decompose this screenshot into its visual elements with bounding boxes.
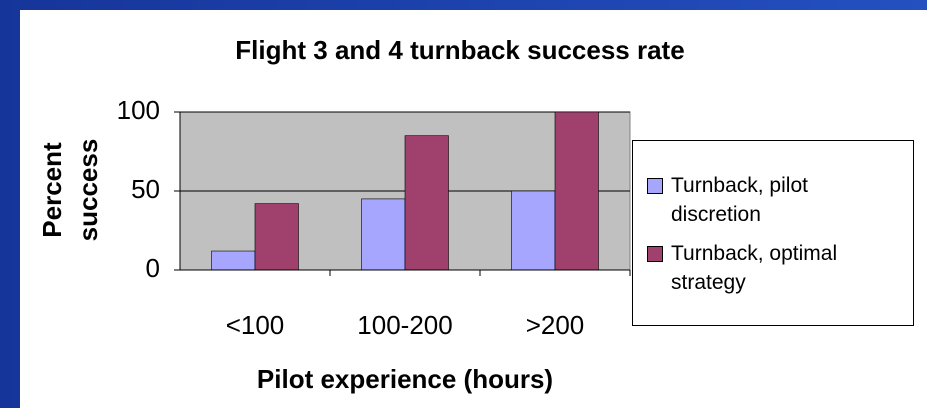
y-tick-label: 0	[146, 253, 160, 283]
x-tick-label: <100	[226, 310, 285, 340]
x-axis-title: Pilot experience (hours)	[257, 364, 553, 394]
bar	[554, 111, 599, 271]
legend-entry: Turnback, pilot discretion	[647, 171, 905, 229]
x-tick-label: >200	[526, 310, 585, 340]
legend-swatch	[647, 246, 663, 262]
bar	[511, 190, 556, 271]
legend-label: Turnback, pilot discretion	[671, 174, 808, 226]
bar	[254, 203, 299, 271]
chart-title: Flight 3 and 4 turnback success rate	[235, 35, 684, 65]
bar	[404, 135, 449, 271]
y-axis-title: Percent success	[37, 138, 103, 242]
legend-swatch	[647, 178, 663, 194]
bar	[361, 198, 406, 271]
x-tick-label: 100-200	[357, 310, 452, 340]
legend: Turnback, pilot discretion Turnback, opti…	[632, 140, 914, 326]
y-tick-label: 50	[131, 174, 160, 204]
bar	[211, 250, 256, 271]
legend-entry: Turnback, optimal strategy	[647, 239, 905, 297]
y-tick-label: 100	[117, 95, 160, 125]
legend-label: Turnback, optimal strategy	[671, 242, 838, 294]
